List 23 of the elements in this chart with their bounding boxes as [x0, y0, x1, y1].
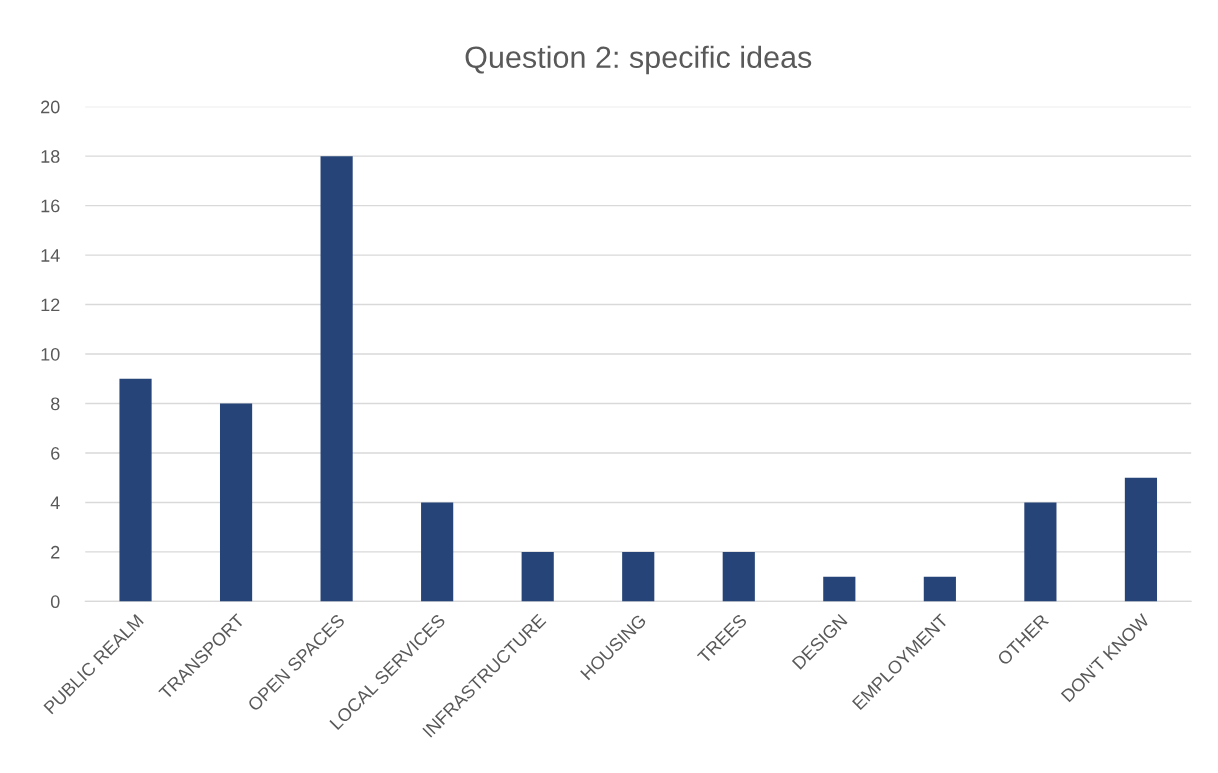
y-tick-label: 0: [50, 595, 60, 609]
bar: [722, 551, 755, 602]
bar: [823, 576, 856, 602]
bar: [521, 551, 554, 602]
bar: [119, 378, 152, 602]
y-tick-label: 16: [41, 199, 60, 213]
bar: [320, 156, 353, 602]
y-tick-label: 4: [50, 496, 60, 509]
y-tick-label: 10: [41, 347, 60, 361]
bar: [1124, 477, 1158, 602]
bar: [421, 502, 454, 602]
y-tick-label: 18: [41, 150, 60, 163]
chart-title: Question 2: specific ideas: [465, 45, 812, 75]
bar: [1024, 502, 1057, 602]
y-tick-label: 2: [51, 545, 60, 559]
y-tick-label: 14: [41, 249, 60, 262]
bar: [622, 551, 655, 602]
bar: [923, 576, 956, 602]
y-tick-label: 12: [41, 298, 60, 312]
bar: [219, 403, 253, 602]
y-tick-label: 8: [51, 397, 60, 411]
y-tick-label: 20: [41, 100, 60, 114]
y-tick-label: 6: [51, 446, 60, 460]
